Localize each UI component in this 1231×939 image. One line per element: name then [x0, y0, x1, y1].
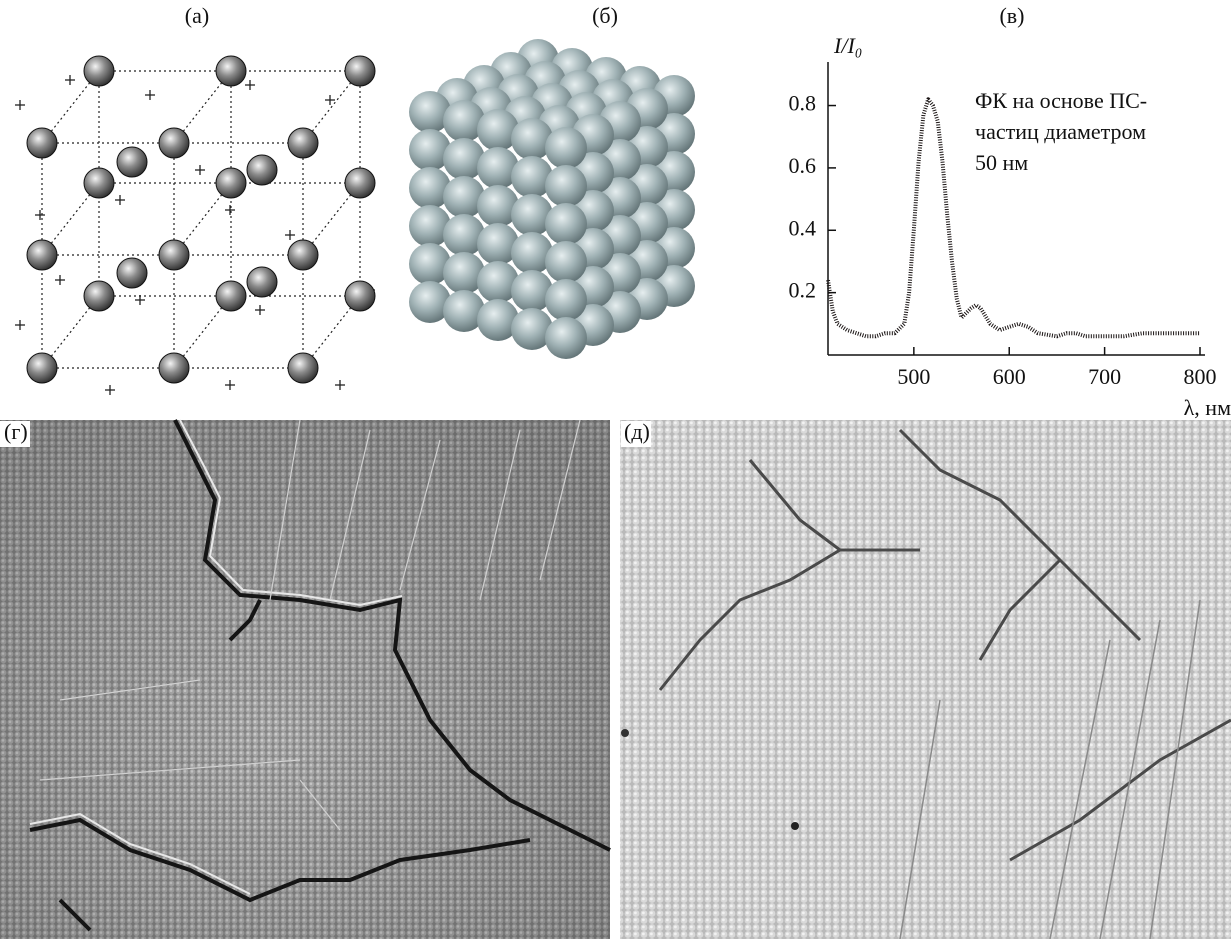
y-tick-label: 0.8: [789, 91, 817, 116]
y-tick-label: 0.6: [789, 153, 817, 178]
particle: [84, 281, 114, 311]
particle: [159, 240, 189, 270]
particle: [159, 353, 189, 383]
x-tick-label: 600: [993, 364, 1026, 389]
figure: (а) (б) (в) I/I₀ λ, нм ФК на основе ПС- …: [0, 0, 1231, 939]
sphere: [545, 317, 587, 359]
particle: [247, 155, 277, 185]
particle: [84, 168, 114, 198]
particle: [216, 56, 246, 86]
particle: [288, 128, 318, 158]
x-tick-label: 500: [897, 364, 930, 389]
particle: [345, 56, 375, 86]
sphere: [545, 165, 587, 207]
panel-label: (д): [624, 419, 650, 444]
y-tick-label: 0.4: [789, 215, 817, 240]
spectrum-chart: I/I₀ λ, нм ФК на основе ПС- частиц диаме…: [789, 33, 1231, 420]
x-tick-label: 700: [1088, 364, 1121, 389]
panel-label: (б): [592, 3, 618, 28]
sphere: [545, 203, 587, 245]
particle: [288, 240, 318, 270]
particle: [27, 240, 57, 270]
sphere-cube-illustration: [409, 39, 695, 359]
particle: [27, 353, 57, 383]
annotation: 50 нм: [975, 150, 1028, 175]
panel-label: (а): [185, 3, 209, 28]
particle: [117, 258, 147, 288]
particle: [84, 56, 114, 86]
particle: [216, 168, 246, 198]
sphere: [545, 279, 587, 321]
particle: [247, 267, 277, 297]
y-tick-label: 0.2: [789, 278, 817, 303]
sphere: [545, 241, 587, 283]
particle: [288, 353, 318, 383]
particle: [159, 128, 189, 158]
sphere: [545, 127, 587, 169]
x-tick-label: 800: [1184, 364, 1217, 389]
panel-label: (в): [999, 3, 1024, 28]
y-axis-label: I/I₀: [833, 33, 862, 58]
micrograph: [0, 420, 610, 939]
particle: [216, 281, 246, 311]
x-axis-label: λ, нм: [1184, 395, 1231, 420]
particle: [345, 281, 375, 311]
panel-label: (г): [4, 419, 28, 444]
lattice-illustration: [15, 56, 375, 395]
annotation: частиц диаметром: [975, 119, 1146, 144]
micrograph: [620, 420, 1231, 939]
particle: [345, 168, 375, 198]
annotation: ФК на основе ПС-: [975, 88, 1147, 113]
particle: [27, 128, 57, 158]
particle: [117, 147, 147, 177]
